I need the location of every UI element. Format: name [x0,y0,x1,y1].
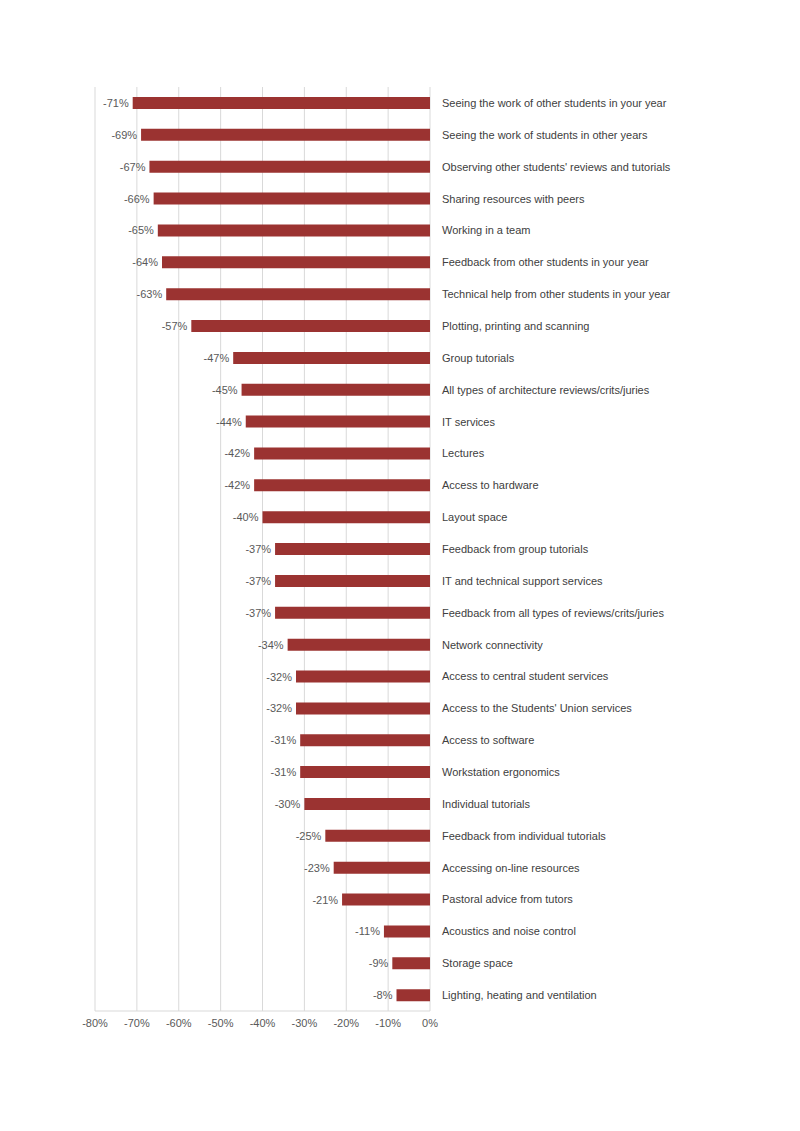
svg-text:Individual tutorials: Individual tutorials [442,798,531,810]
svg-text:Pastoral advice from tutors: Pastoral advice from tutors [442,893,573,905]
svg-text:-67%: -67% [120,161,146,173]
svg-text:Seeing the work of other stude: Seeing the work of other students in you… [442,97,667,109]
svg-text:-37%: -37% [245,607,271,619]
svg-text:IT services: IT services [442,416,495,428]
svg-text:-10%: -10% [375,1017,401,1029]
svg-text:Plotting, printing and scannin: Plotting, printing and scanning [442,320,589,332]
svg-text:-30%: -30% [275,798,301,810]
svg-text:Feedback from group tutorials: Feedback from group tutorials [442,543,589,555]
svg-text:Observing other students' revi: Observing other students' reviews and tu… [442,161,671,173]
svg-text:-32%: -32% [266,702,292,714]
svg-text:-42%: -42% [224,447,250,459]
svg-text:-11%: -11% [355,925,380,937]
svg-text:Lectures: Lectures [442,447,485,459]
svg-text:-57%: -57% [162,320,188,332]
svg-text:Access to software: Access to software [442,734,534,746]
svg-text:IT and technical support servi: IT and technical support services [442,575,603,587]
svg-text:-31%: -31% [271,766,297,778]
svg-text:Access to the Students' Union: Access to the Students' Union services [442,702,632,714]
svg-text:-44%: -44% [216,416,242,428]
svg-text:Sharing resources with peers: Sharing resources with peers [442,193,585,205]
svg-text:-64%: -64% [132,256,158,268]
svg-text:-60%: -60% [166,1017,192,1029]
svg-text:Group tutorials: Group tutorials [442,352,515,364]
svg-text:-34%: -34% [258,639,284,651]
svg-text:-32%: -32% [266,671,292,683]
svg-text:-69%: -69% [111,129,137,141]
svg-text:Storage space: Storage space [442,957,513,969]
svg-text:Lighting, heating and ventilat: Lighting, heating and ventilation [442,989,597,1001]
svg-text:Access to central student serv: Access to central student services [442,670,609,682]
svg-text:-25%: -25% [296,830,322,842]
svg-text:-20%: -20% [333,1017,359,1029]
svg-text:Working in a team: Working in a team [442,224,530,236]
svg-text:0%: 0% [422,1017,438,1029]
svg-text:Layout space: Layout space [442,511,507,523]
svg-text:-31%: -31% [271,734,297,746]
svg-text:All types of architecture revi: All types of architecture reviews/crits/… [442,384,650,396]
svg-text:-37%: -37% [245,575,271,587]
svg-text:-37%: -37% [245,543,271,555]
svg-text:-45%: -45% [212,384,238,396]
svg-text:-40%: -40% [233,511,259,523]
svg-text:Feedback from other students i: Feedback from other students in your yea… [442,256,649,268]
svg-text:-65%: -65% [128,224,154,236]
svg-text:-63%: -63% [137,288,163,300]
svg-text:-47%: -47% [204,352,230,364]
svg-text:-40%: -40% [250,1017,276,1029]
svg-text:-21%: -21% [312,894,338,906]
svg-text:-80%: -80% [82,1017,108,1029]
svg-text:-8%: -8% [373,989,393,1001]
svg-text:-23%: -23% [304,862,330,874]
svg-text:Access to hardware: Access to hardware [442,479,539,491]
svg-text:-70%: -70% [124,1017,150,1029]
svg-text:-66%: -66% [124,193,150,205]
svg-text:-30%: -30% [292,1017,318,1029]
svg-text:Technical help from other stud: Technical help from other students in yo… [442,288,670,300]
svg-text:-71%: -71% [103,97,129,109]
svg-text:Feedback from individual tutor: Feedback from individual tutorials [442,830,606,842]
svg-text:-50%: -50% [208,1017,234,1029]
svg-text:Workstation ergonomics: Workstation ergonomics [442,766,560,778]
svg-text:Accessing on-line resources: Accessing on-line resources [442,862,580,874]
svg-text:-9%: -9% [369,957,389,969]
svg-text:Seeing the work of students in: Seeing the work of students in other yea… [442,129,648,141]
svg-text:-42%: -42% [224,479,250,491]
svg-text:Acoustics and noise control: Acoustics and noise control [442,925,576,937]
svg-text:Network connectivity: Network connectivity [442,639,543,651]
svg-text:Feedback from all types of rev: Feedback from all types of reviews/crits… [442,607,664,619]
